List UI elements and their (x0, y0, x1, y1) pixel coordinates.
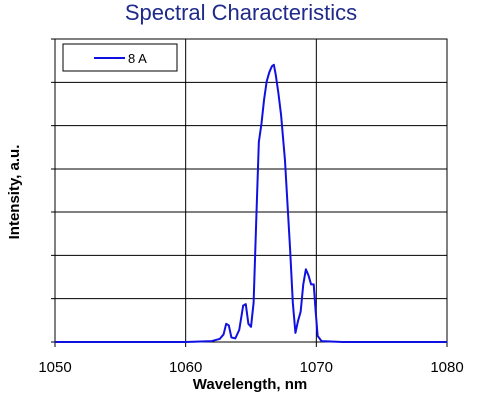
series-layer (55, 63, 447, 343)
legend-label-8a: 8 A (128, 51, 147, 66)
x-tick-label: 1070 (300, 359, 333, 376)
series-line-0 (55, 63, 447, 343)
legend: 8 A (62, 43, 178, 72)
vertical-gridlines (185, 39, 317, 342)
x-tick-label: 1050 (38, 359, 71, 376)
plot-area-frame (54, 38, 448, 343)
y-axis-label: Intensity, a.u. (6, 145, 23, 240)
x-tick-label: 1060 (169, 359, 202, 376)
horizontal-gridlines (55, 81, 447, 300)
x-tick-label: 1080 (430, 359, 463, 376)
x-axis-tick-labels: 1050 1060 1070 1080 (38, 359, 463, 376)
y-axis-ticks (51, 38, 55, 343)
x-axis-label: Wavelength, nm (193, 376, 307, 393)
chart-title: Spectral Characteristics (125, 0, 357, 25)
